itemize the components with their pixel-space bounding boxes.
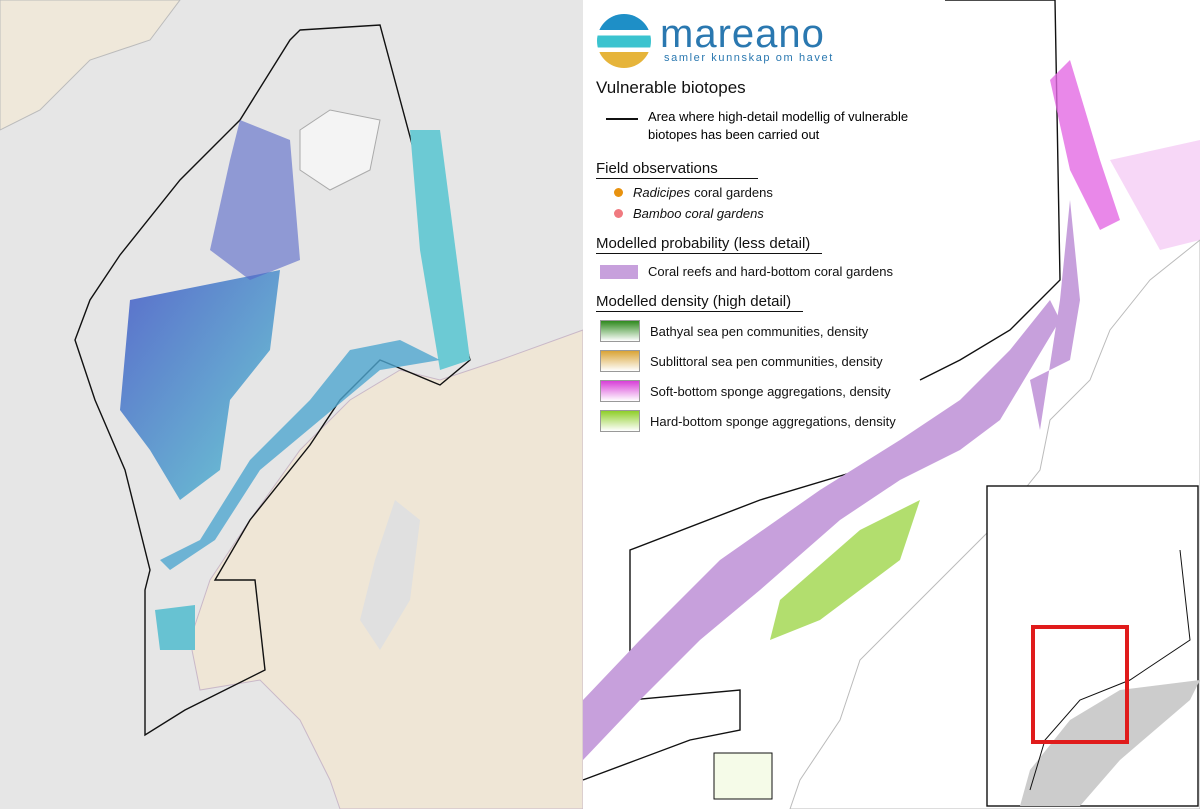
legend-item: Soft-bottom sponge aggregations, density — [600, 380, 956, 402]
swatch — [600, 410, 640, 432]
swatch — [600, 264, 638, 279]
coral-reefs — [583, 300, 1060, 760]
swatch — [614, 188, 623, 197]
legend-item: Sublittoral sea pen communities, density — [600, 350, 956, 372]
boundary-swatch — [606, 118, 638, 120]
legend-section: Field observations Radicipes coral gardens… — [596, 160, 956, 221]
inset-boundary — [1029, 549, 1191, 791]
item-label: Coral reefs and hard-bottom coral garden… — [648, 264, 893, 279]
legend-section: Modelled density (high detail) Bathyal se… — [596, 293, 956, 432]
legend-item: Hard-bottom sponge aggregations, density — [600, 410, 956, 432]
svalbard — [299, 109, 381, 191]
item-label: Hard-bottom sponge aggregations, density — [650, 413, 896, 429]
sponge-hard — [770, 500, 920, 640]
swatch — [600, 320, 640, 342]
sponge-soft — [1050, 60, 1120, 230]
item-label-italic: Bamboo coral gardens — [633, 206, 764, 221]
seabed-survey — [120, 270, 280, 500]
item-label: Bathyal sea pen communities, density — [650, 323, 869, 339]
seabed-survey — [210, 120, 300, 280]
logo-name: mareano — [660, 12, 825, 56]
legend-section: Modelled probability (less detail) Coral … — [596, 235, 956, 279]
logo-icon — [597, 14, 651, 68]
legend-title: Vulnerable biotopes — [596, 78, 746, 97]
boundary — [713, 752, 773, 800]
seabed-survey — [410, 130, 470, 370]
logo-tagline: samler kunnskap om havet — [664, 52, 834, 64]
swatch — [600, 350, 640, 372]
item-label: Sublittoral sea pen communities, density — [650, 353, 883, 369]
swatch — [614, 209, 623, 218]
legend-item: Radicipes coral gardens — [614, 185, 956, 200]
item-label-italic: Radicipes — [633, 185, 691, 200]
sponge-soft — [1110, 140, 1200, 250]
legend: Vulnerable biotopes Area where high-deta… — [596, 78, 956, 432]
section-title: Modelled density (high detail) — [596, 293, 804, 312]
legend-item: Bathyal sea pen communities, density — [600, 320, 956, 342]
item-label: coral gardens — [694, 185, 773, 200]
section-title: Field observations — [596, 160, 758, 179]
coral-reefs — [1030, 200, 1080, 430]
legend-item: Coral reefs and hard-bottom coral garden… — [600, 264, 956, 279]
inset-extent — [1031, 625, 1129, 744]
seabed-survey — [155, 605, 195, 650]
boundary — [919, 0, 1061, 381]
baltic — [360, 500, 420, 650]
seabed-survey — [160, 340, 440, 570]
greenland — [0, 0, 181, 131]
swatch — [600, 380, 640, 402]
boundary-label: Area where high-detail modellig of vulne… — [648, 109, 909, 142]
item-label: Soft-bottom sponge aggregations, density — [650, 383, 891, 399]
legend-item: Bamboo coral gardens — [614, 206, 956, 221]
boundary-entry: Area where high-detail modellig of vulne… — [606, 108, 956, 144]
coastline — [789, 239, 1200, 809]
section-title: Modelled probability (less detail) — [596, 235, 823, 254]
